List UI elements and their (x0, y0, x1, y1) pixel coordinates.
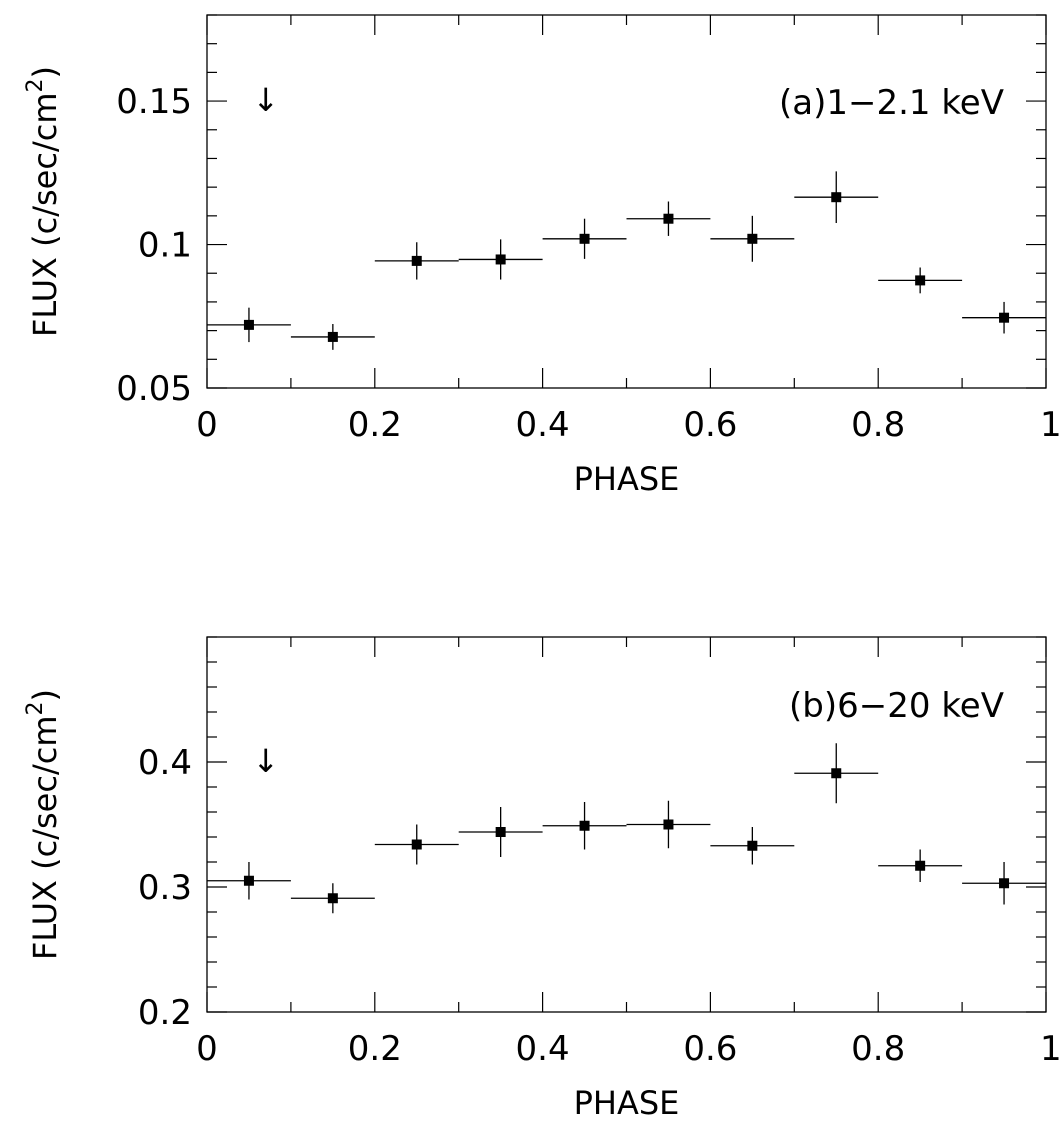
x-tick-label: 0.2 (348, 405, 402, 445)
data-point (794, 743, 879, 804)
x-axis-label: PHASE (574, 1084, 680, 1122)
data-point (207, 307, 291, 343)
data-point (542, 218, 627, 259)
data-marker (243, 875, 254, 886)
x-tick-label: 0 (196, 1029, 218, 1069)
data-marker (411, 839, 422, 850)
data-marker (831, 768, 842, 779)
data-point (962, 301, 1046, 334)
chart-panel-a: 0 0.2 0.4 0.6 0.8 1 0.05 0.1 0.15 PHASE FLUX (c/se… (23, 14, 1062, 498)
data-point (626, 201, 711, 236)
panel-label: (a)1−2.1 keV (779, 83, 1004, 123)
data-marker (495, 254, 506, 265)
data-point (290, 883, 375, 914)
y-tick-label: 0.2 (138, 993, 192, 1033)
data-marker (999, 312, 1010, 323)
x-tick-label: 0.2 (348, 1029, 402, 1069)
data-marker (831, 192, 842, 203)
data-marker (327, 331, 338, 342)
data-marker (579, 233, 590, 244)
data-marker (747, 233, 758, 244)
data-marker (327, 893, 338, 904)
down-arrow-marker: ↓ (252, 81, 279, 119)
data-point (878, 849, 963, 882)
data-marker (495, 827, 506, 837)
x-tick-label: 0.6 (683, 405, 737, 445)
data-point (207, 862, 291, 900)
data-marker (663, 213, 674, 224)
y-axis-label-main: FLUX (c/sec/cm (26, 715, 64, 960)
x-tick-label: 0.6 (683, 1029, 737, 1069)
x-tick-label: 0.8 (851, 1029, 905, 1069)
x-tick-label: 0.4 (516, 1029, 570, 1069)
down-arrow-marker: ↓ (252, 742, 279, 780)
y-axis-label-superscript: 2 (23, 78, 48, 92)
x-axis-label: PHASE (574, 460, 680, 498)
data-marker (915, 275, 926, 286)
data-point (458, 239, 543, 280)
x-tick-label: 1 (1040, 1029, 1062, 1069)
data-marker (915, 860, 926, 871)
data-marker (579, 820, 590, 831)
x-tick-label: 1 (1040, 405, 1062, 445)
data-point (878, 267, 963, 294)
data-point (542, 802, 627, 850)
y-axis-label: FLUX (c/sec/cm2) (23, 66, 64, 337)
y-tick-label: 0.3 (138, 868, 192, 908)
x-tick-label: 0.4 (516, 405, 570, 445)
data-point (458, 807, 543, 857)
y-axis-label-close: ) (26, 66, 64, 78)
data-marker (999, 878, 1010, 889)
data-marker (747, 840, 758, 851)
y-axis-label: FLUX (c/sec/cm2) (23, 689, 64, 960)
data-point (710, 215, 795, 262)
y-axis-label-superscript: 2 (23, 701, 48, 715)
y-axis-label-close: ) (26, 689, 64, 701)
data-point (290, 324, 375, 350)
data-point (374, 242, 459, 280)
y-tick-label: 0.4 (138, 743, 192, 783)
data-marker (411, 255, 422, 266)
y-tick-label: 0.15 (116, 82, 192, 122)
x-tick-label: 0.8 (851, 405, 905, 445)
data-point (374, 824, 459, 865)
y-tick-label: 0.05 (116, 369, 192, 409)
data-point (710, 827, 795, 865)
data-marker (243, 319, 254, 330)
panel-label: (b)6−20 keV (789, 686, 1004, 726)
data-marker (663, 819, 674, 830)
y-axis-label-main: FLUX (c/sec/cm (26, 92, 64, 337)
y-tick-label: 0.1 (138, 226, 192, 266)
x-tick-label: 0 (196, 405, 218, 445)
data-point (626, 800, 711, 849)
data-point (962, 862, 1046, 905)
data-point (794, 171, 879, 224)
